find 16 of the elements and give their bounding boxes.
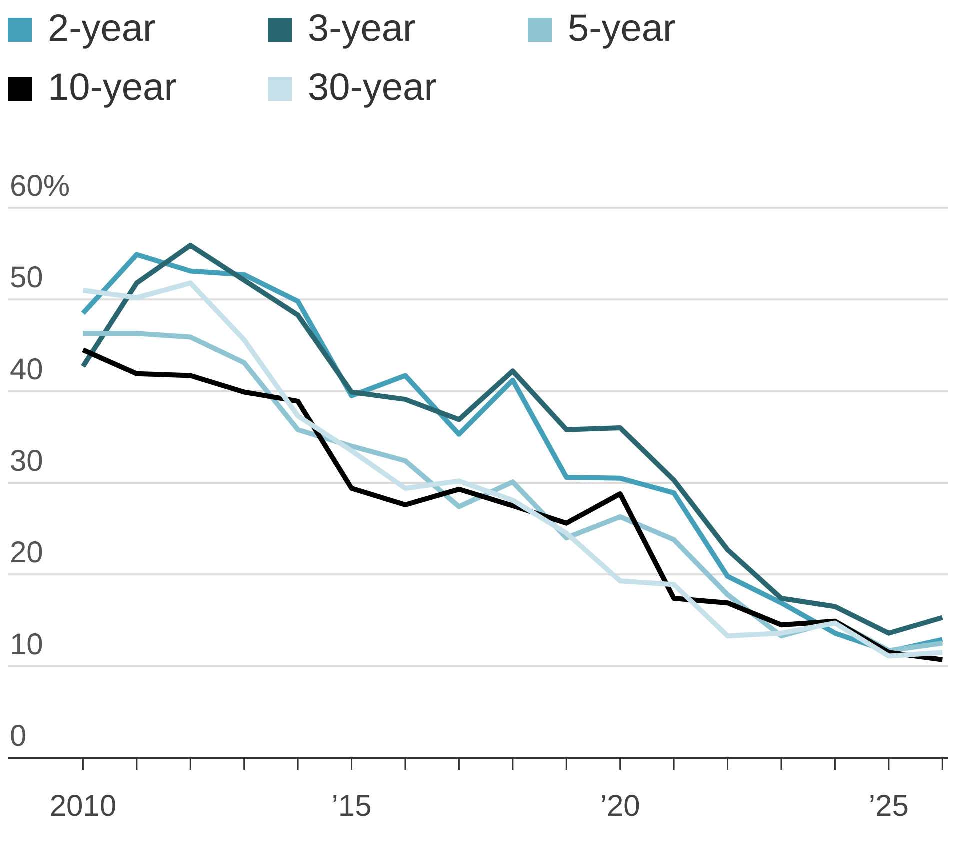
y-tick-label: 50 (10, 262, 44, 295)
legend-label: 10-year (48, 67, 177, 110)
x-tick-label: ’25 (868, 790, 909, 823)
y-tick-label: 20 (10, 536, 44, 570)
legend-label: 2-year (48, 8, 156, 51)
x-tick-label: ’15 (332, 790, 372, 823)
y-tick-label: 10 (10, 628, 44, 662)
x-tick-label: ’20 (600, 790, 640, 823)
legend-label: 30-year (308, 67, 437, 110)
legend-label: 5-year (568, 8, 676, 51)
y-tick-label: 40 (10, 353, 44, 386)
x-tick-label: 2010 (50, 790, 117, 823)
legend-label: 3-year (308, 8, 416, 51)
y-tick-label: 30 (10, 445, 44, 478)
y-tick-label: 60% (10, 170, 70, 203)
y-tick-label: 0 (10, 720, 27, 753)
